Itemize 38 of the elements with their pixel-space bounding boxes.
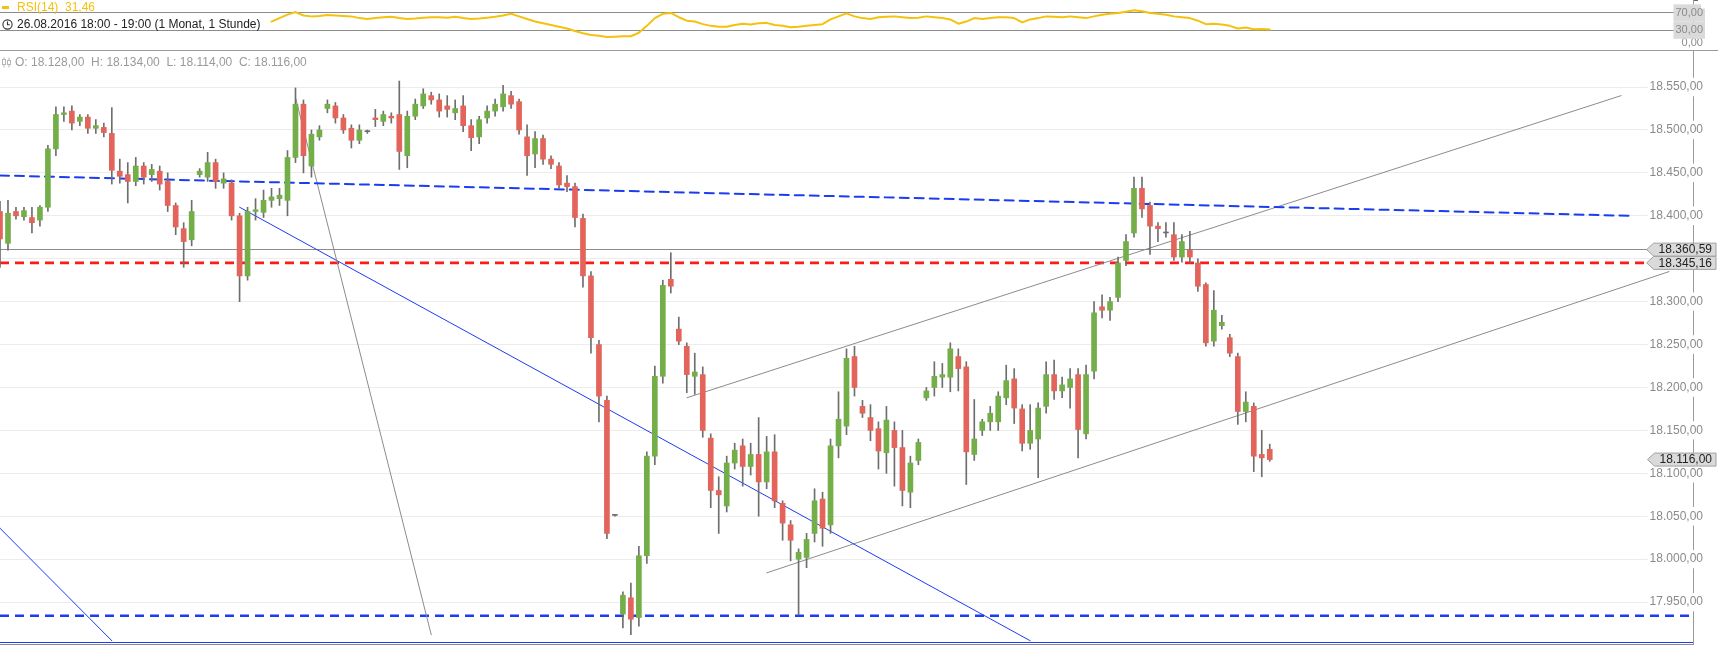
candlestick xyxy=(388,112,395,124)
annotation: 18.116,00 xyxy=(1659,452,1713,467)
ref-line-label: 18.345,16 xyxy=(1658,255,1713,270)
y-tick-label: 18.200,00 xyxy=(1649,379,1704,394)
candlestick xyxy=(715,476,722,534)
text: 26.08.2016 18:00 - 19:00 (1 Monat, 1 Stunde) xyxy=(17,17,261,31)
y-tick-label: 18.450,00 xyxy=(1649,165,1704,180)
candlestick xyxy=(93,119,99,134)
y-tick-label: 18.150,00 xyxy=(1649,422,1704,437)
candlestick xyxy=(444,95,451,118)
candlestick xyxy=(61,106,67,122)
y-tick-label: 18.000,00 xyxy=(1649,551,1704,566)
candlestick xyxy=(971,399,978,461)
candlestick xyxy=(1155,222,1161,242)
y-tick-label: 70,00 xyxy=(1675,5,1703,18)
y-tick-label: 18.050,00 xyxy=(1649,508,1704,523)
candlestick xyxy=(564,175,570,193)
ref-line-label: 18.360,59 xyxy=(1658,242,1713,257)
candlestick xyxy=(116,158,123,184)
y-tick-label: 18.250,00 xyxy=(1649,336,1704,351)
y-tick-label: 0,00 xyxy=(1681,36,1703,49)
candlestick xyxy=(1099,294,1105,319)
y-tick-label: 30,00 xyxy=(1675,23,1703,36)
y-tick-label: 18.300,00 xyxy=(1649,293,1704,308)
candlestick xyxy=(124,162,131,204)
chart-title: O: 18.128,00 H: 18.134,00 L: 18.114,00 C: 18.116,00 xyxy=(15,55,307,69)
candlestick xyxy=(1187,230,1193,264)
legend-label: RSI(14) 31,46 xyxy=(17,0,96,14)
candlestick xyxy=(29,206,35,234)
y-tick-label: 17.950,00 xyxy=(1649,594,1704,609)
y-tick-label: 18.500,00 xyxy=(1649,122,1704,137)
y-tick-label: 18.100,00 xyxy=(1649,465,1704,480)
y-tick-label: 18.550,00 xyxy=(1649,79,1704,94)
candlestick xyxy=(691,352,698,395)
candlestick xyxy=(667,252,674,294)
y-tick-label: 18.400,00 xyxy=(1649,208,1704,223)
candlestick xyxy=(1258,430,1265,478)
candlestick xyxy=(1067,368,1073,409)
